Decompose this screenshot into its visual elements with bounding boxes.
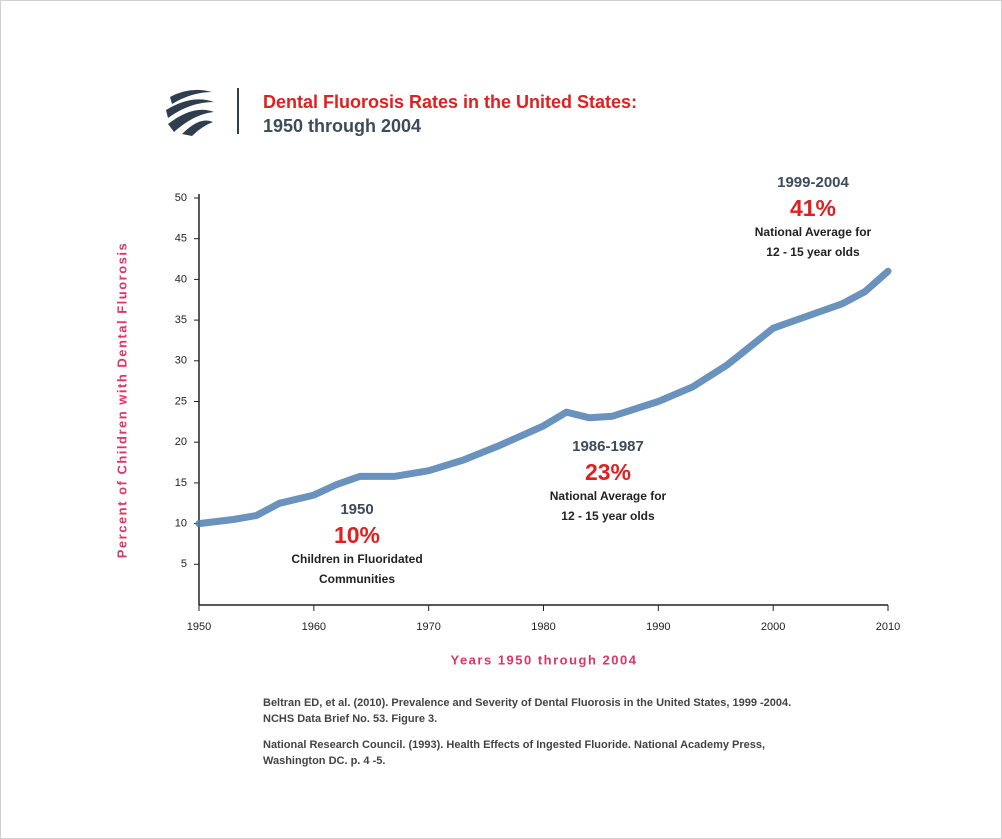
annotation-text: National Average for: [550, 489, 667, 503]
reference: Beltran ED, et al. (2010). Prevalence an…: [263, 697, 791, 709]
y-tick-label: 15: [175, 477, 187, 489]
x-tick-label: 1960: [302, 621, 326, 633]
y-tick-label: 40: [175, 273, 187, 285]
y-axis-label: Percent of Children with Dental Fluorosi…: [114, 242, 129, 558]
reference: NCHS Data Brief No. 53. Figure 3.: [263, 713, 437, 725]
x-tick-label: 1980: [531, 621, 555, 633]
annotation-heading: 1999-2004: [777, 174, 849, 191]
reference: Washington DC. p. 4 -5.: [263, 755, 385, 767]
annotation-text: National Average for: [755, 225, 872, 239]
x-axis-label: Years 1950 through 2004: [451, 652, 638, 667]
x-tick-label: 1970: [416, 621, 440, 633]
annotation-text: Children in Fluoridated: [291, 552, 422, 566]
reference: National Research Council. (1993). Healt…: [263, 739, 765, 751]
annotation-text: 12 - 15 year olds: [766, 245, 860, 259]
x-tick-label: 2010: [876, 621, 900, 633]
annotation-text: 12 - 15 year olds: [561, 509, 655, 523]
logo: [166, 89, 214, 136]
y-tick-label: 30: [175, 355, 187, 367]
y-tick-label: 35: [175, 314, 187, 326]
annotation-value: 10%: [334, 522, 380, 548]
data-line: [195, 267, 892, 528]
y-tick-label: 10: [175, 518, 187, 530]
annotation-text: Communities: [319, 572, 395, 586]
x-tick-label: 1990: [646, 621, 670, 633]
annotation-heading: 1950: [340, 501, 373, 518]
y-tick-label: 5: [181, 558, 187, 570]
chart-subtitle: 1950 through 2004: [263, 116, 421, 136]
y-tick-label: 20: [175, 436, 187, 448]
annotation-heading: 1986-1987: [572, 438, 644, 455]
y-tick-label: 25: [175, 395, 187, 407]
y-tick-label: 50: [175, 192, 187, 204]
x-tick-label: 1950: [187, 621, 211, 633]
annotation-value: 41%: [790, 195, 836, 221]
y-tick-label: 45: [175, 233, 187, 245]
x-tick-label: 2000: [761, 621, 785, 633]
chart-title: Dental Fluorosis Rates in the United Sta…: [263, 92, 637, 112]
annotation-value: 23%: [585, 459, 631, 485]
